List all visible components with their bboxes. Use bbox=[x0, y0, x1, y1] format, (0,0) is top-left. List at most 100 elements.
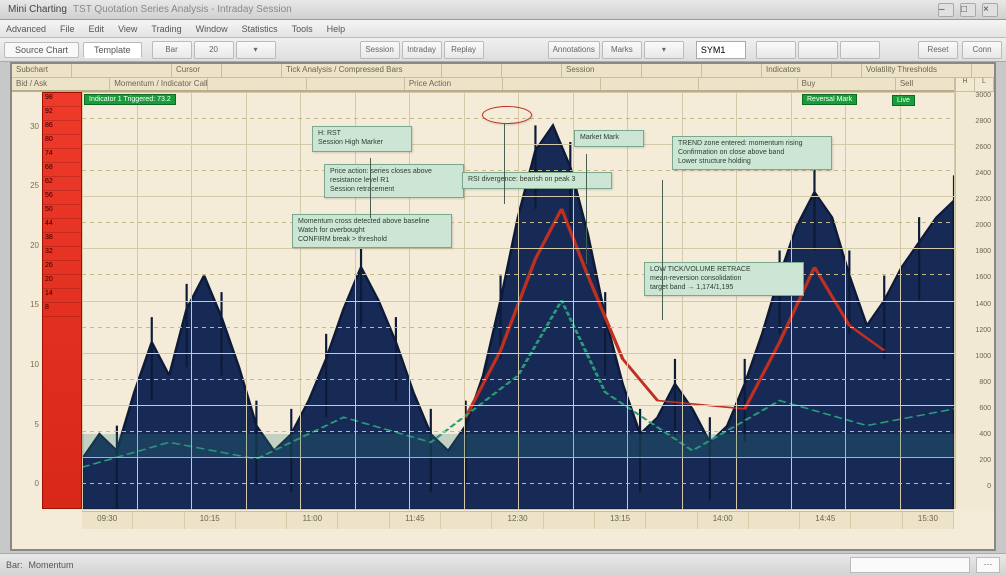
indicator-badge: Reversal Mark bbox=[802, 94, 857, 105]
chart-header-row-2: Bid / AskMomentum / Indicator CalloutsPr… bbox=[12, 78, 994, 92]
window-subtitle: TST Quotation Series Analysis - Intraday… bbox=[73, 4, 292, 15]
annotation-callout[interactable]: RSI divergence: bearish on peak 3 bbox=[462, 172, 612, 189]
x-tick: 13:15 bbox=[595, 512, 646, 529]
annotation-callout[interactable]: Price action: series closes above resist… bbox=[324, 164, 464, 198]
indicator-cell: 14 bbox=[43, 289, 81, 303]
toolbar-button[interactable] bbox=[756, 41, 796, 59]
menu-item[interactable]: Tools bbox=[292, 24, 313, 34]
y-tick: 0 bbox=[956, 483, 994, 509]
titlebar: Mini Charting TST Quotation Series Analy… bbox=[0, 0, 1006, 20]
indicator-cell: 98 bbox=[43, 93, 81, 107]
toolbar-button[interactable]: Bar bbox=[152, 41, 192, 59]
x-tick: 09:30 bbox=[82, 512, 133, 529]
tab-source[interactable]: Source Chart bbox=[4, 42, 79, 58]
toolbar-button[interactable]: Intraday bbox=[402, 41, 442, 59]
close-button[interactable]: × bbox=[982, 3, 998, 17]
y-tick bbox=[12, 92, 42, 122]
x-tick: 11:00 bbox=[287, 512, 338, 529]
x-axis: 09:3010:1511:0011:4512:3013:1514:0014:45… bbox=[82, 511, 954, 529]
y-tick: 20 bbox=[12, 241, 42, 271]
x-tick bbox=[338, 512, 389, 529]
toolbar-button[interactable]: 20 bbox=[194, 41, 234, 59]
y-tick bbox=[12, 211, 42, 241]
indicator-cell: 80 bbox=[43, 135, 81, 149]
indicator-cell: 32 bbox=[43, 247, 81, 261]
toolbar-button[interactable] bbox=[840, 41, 880, 59]
indicator-cell: 50 bbox=[43, 205, 81, 219]
indicator-cell: 62 bbox=[43, 177, 81, 191]
menu-item[interactable]: File bbox=[60, 24, 75, 34]
toolbar-button[interactable]: Replay bbox=[444, 41, 484, 59]
status-field[interactable] bbox=[850, 557, 970, 573]
annotation-pointer bbox=[504, 124, 505, 204]
indicator-cell: 8 bbox=[43, 303, 81, 317]
y-tick: 3000 bbox=[956, 92, 994, 118]
y-tick bbox=[12, 271, 42, 301]
indicator-cell: 56 bbox=[43, 191, 81, 205]
header-cell bbox=[208, 78, 306, 90]
symbol-input[interactable] bbox=[696, 41, 746, 59]
indicator-cell: 20 bbox=[43, 275, 81, 289]
menu-item[interactable]: Trading bbox=[151, 24, 181, 34]
indicator-cell: 68 bbox=[43, 163, 81, 177]
header-cell bbox=[832, 64, 862, 77]
y-tick: 600 bbox=[956, 405, 994, 431]
indicator-cell: 74 bbox=[43, 149, 81, 163]
header-cell: Session bbox=[562, 64, 642, 77]
toolbar-button[interactable]: Annotations bbox=[548, 41, 600, 59]
toolbar-dropdown[interactable]: ▾ bbox=[644, 41, 684, 59]
y-tick: 1400 bbox=[956, 301, 994, 327]
indicator-cell: 26 bbox=[43, 261, 81, 275]
toolbar-dropdown[interactable]: ▾ bbox=[236, 41, 276, 59]
x-tick bbox=[646, 512, 697, 529]
toolbar-button[interactable]: Session bbox=[360, 41, 400, 59]
toolbar-button[interactable]: Conn bbox=[962, 41, 1002, 59]
header-cell: Indicators bbox=[762, 64, 832, 77]
annotation-circle[interactable] bbox=[482, 106, 532, 124]
tab-template[interactable]: Template bbox=[83, 42, 142, 58]
header-cell bbox=[442, 64, 502, 77]
y-tick: 1200 bbox=[956, 327, 994, 353]
indicator-badge: Live bbox=[892, 95, 915, 106]
status-button[interactable]: ⋯ bbox=[976, 557, 1000, 573]
header-cell bbox=[222, 64, 282, 77]
minimize-button[interactable]: – bbox=[938, 3, 954, 17]
indicator-cell: 86 bbox=[43, 121, 81, 135]
toolbar-button[interactable] bbox=[798, 41, 838, 59]
maximize-button[interactable]: □ bbox=[960, 3, 976, 17]
toolbar-button[interactable]: Reset bbox=[918, 41, 958, 59]
annotation-callout[interactable]: TREND zone entered: momentum risingConfi… bbox=[672, 136, 832, 170]
annotation-callout[interactable]: LOW TICK/VOLUME RETRACEmean-reversion co… bbox=[644, 262, 804, 296]
menu-item[interactable]: Edit bbox=[89, 24, 105, 34]
x-tick: 11:45 bbox=[390, 512, 441, 529]
indicator-cell: 38 bbox=[43, 233, 81, 247]
menu-item[interactable]: Help bbox=[327, 24, 346, 34]
chart-panel: SubchartCursorTick Analysis / Compressed… bbox=[10, 62, 996, 551]
indicator-cell: 92 bbox=[43, 107, 81, 121]
y-tick: 5 bbox=[12, 420, 42, 450]
menu-item[interactable]: Advanced bbox=[6, 24, 46, 34]
menu-item[interactable]: Statistics bbox=[242, 24, 278, 34]
x-tick: 10:15 bbox=[185, 512, 236, 529]
y-tick bbox=[12, 152, 42, 182]
annotation-callout[interactable]: Momentum cross detected above baselineWa… bbox=[292, 214, 452, 248]
right-hdr-cell: L bbox=[975, 78, 994, 91]
menu-item[interactable]: Window bbox=[196, 24, 228, 34]
y-tick: 2000 bbox=[956, 222, 994, 248]
header-cell bbox=[601, 78, 699, 90]
annotation-pointer bbox=[586, 154, 587, 264]
header-cell: Buy bbox=[798, 78, 896, 90]
header-cell: Tick Analysis / Compressed Bars bbox=[282, 64, 442, 77]
toolbar-button[interactable]: Marks bbox=[602, 41, 642, 59]
indicator-cell: 44 bbox=[43, 219, 81, 233]
x-tick: 12:30 bbox=[492, 512, 543, 529]
window-title: Mini Charting bbox=[8, 4, 67, 15]
y-axis-right: H L 300028002600240022002000180016001400… bbox=[954, 78, 994, 509]
y-tick: 400 bbox=[956, 431, 994, 457]
y-tick bbox=[12, 449, 42, 479]
annotation-callout[interactable]: Market Mark bbox=[574, 130, 644, 147]
x-tick bbox=[851, 512, 902, 529]
annotation-callout[interactable]: H: RSTSession High Marker bbox=[312, 126, 412, 152]
y-tick: 0 bbox=[12, 479, 42, 509]
menu-item[interactable]: View bbox=[118, 24, 137, 34]
